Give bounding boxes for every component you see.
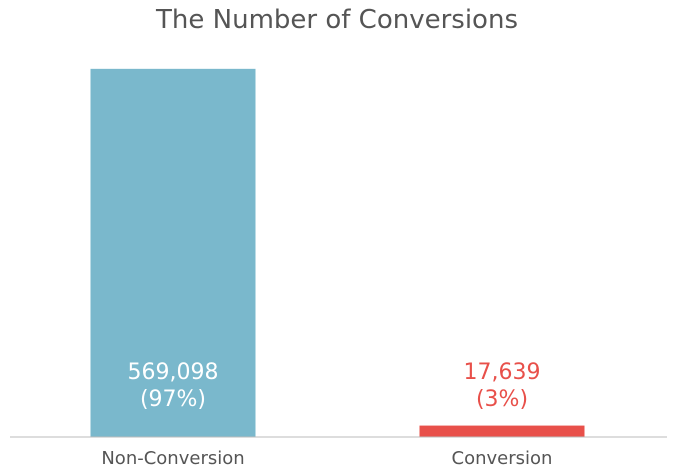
value-label: 569,098 (128, 360, 219, 385)
x-tick-label: Conversion (452, 448, 553, 469)
percent-label: (97%) (140, 387, 206, 412)
bar-conversion (419, 425, 585, 437)
x-tick-label: Non-Conversion (101, 448, 244, 469)
bar-non-conversion (90, 68, 256, 438)
chart-title: The Number of Conversions (155, 5, 518, 35)
percent-label: (3%) (476, 387, 528, 412)
bars-group (90, 68, 585, 438)
x-tick-labels: Non-Conversion Conversion (101, 448, 552, 469)
value-label: 17,639 (464, 360, 541, 385)
data-labels: 569,098(97%) 17,639(3%) (128, 360, 541, 412)
